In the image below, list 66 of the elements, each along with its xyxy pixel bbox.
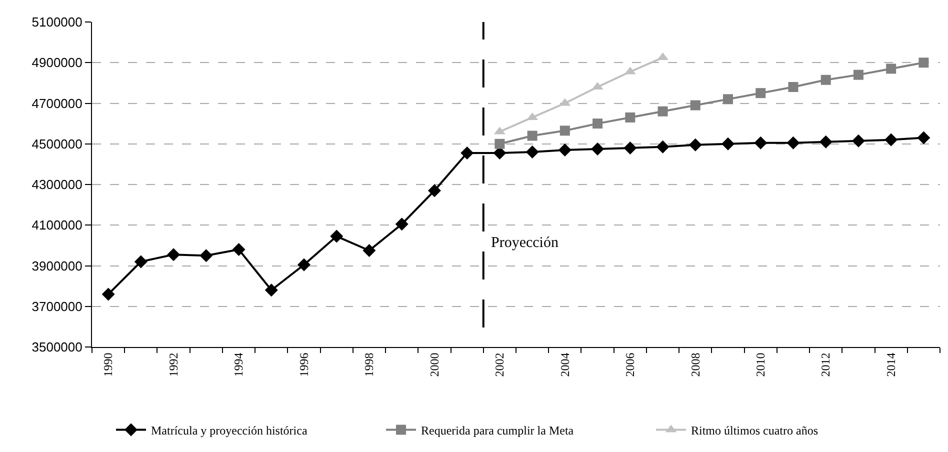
point	[102, 288, 115, 301]
point	[167, 248, 180, 262]
point	[788, 82, 798, 92]
x-tick-label: 1994	[232, 352, 246, 377]
point	[298, 258, 310, 272]
point	[884, 133, 898, 146]
point	[688, 138, 702, 152]
point	[526, 146, 539, 158]
point	[493, 146, 506, 160]
x-tick-label: 1998	[362, 352, 376, 377]
point	[527, 130, 538, 141]
point	[200, 249, 213, 262]
legend-label: Matrícula y proyección histórica	[151, 423, 308, 438]
point	[460, 146, 474, 160]
point	[264, 284, 278, 297]
point	[690, 100, 700, 110]
point	[330, 230, 344, 243]
point	[917, 131, 930, 144]
legend-label: Ritmo últimos cuatro años	[691, 423, 818, 438]
point	[723, 94, 733, 104]
y-tick-label: 3500000	[32, 340, 82, 355]
point	[852, 134, 865, 148]
x-tick-label: 2008	[688, 352, 702, 377]
y-tick-label: 5100000	[32, 14, 82, 30]
y-tick-label: 4500000	[32, 136, 82, 152]
y-tick-label: 4300000	[32, 177, 82, 192]
x-tick-label: 1990	[101, 352, 116, 377]
point	[560, 126, 570, 136]
point	[558, 143, 572, 156]
x-tick-label: 2000	[427, 352, 442, 377]
x-tick-label: 2010	[754, 352, 768, 377]
point	[918, 58, 929, 68]
point	[820, 74, 831, 85]
point	[232, 243, 246, 256]
x-tick-label: 2012	[818, 352, 833, 377]
point	[658, 106, 668, 116]
point	[428, 184, 441, 198]
point	[395, 218, 408, 231]
y-tick-label: 4100000	[32, 218, 82, 233]
point	[592, 118, 603, 129]
point	[853, 70, 864, 80]
x-tick-label: 1996	[296, 352, 311, 377]
x-tick-label: 2014	[884, 352, 898, 377]
y-tick-label: 4900000	[32, 55, 82, 70]
point	[656, 140, 670, 154]
x-tick-label: 2002	[492, 352, 507, 377]
point	[722, 137, 734, 150]
point	[134, 255, 148, 268]
x-tick-label: 2006	[623, 352, 638, 377]
y-tick-label: 4700000	[32, 96, 82, 111]
point	[591, 142, 604, 156]
y-tick-label: 3700000	[32, 298, 82, 314]
point	[819, 135, 832, 148]
point	[754, 136, 768, 150]
x-tick-label: 2004	[558, 352, 572, 377]
point	[625, 112, 636, 122]
x-tick-label: 1992	[166, 352, 180, 377]
point	[624, 141, 637, 154]
y-tick-label: 3900000	[32, 258, 82, 274]
point	[362, 244, 376, 258]
legend-label: Requerida para cumplir la Meta	[421, 423, 574, 438]
ref-line-label: Proyección	[491, 235, 559, 251]
point	[886, 64, 896, 74]
point	[786, 136, 800, 150]
point	[756, 88, 766, 98]
point	[494, 138, 505, 149]
